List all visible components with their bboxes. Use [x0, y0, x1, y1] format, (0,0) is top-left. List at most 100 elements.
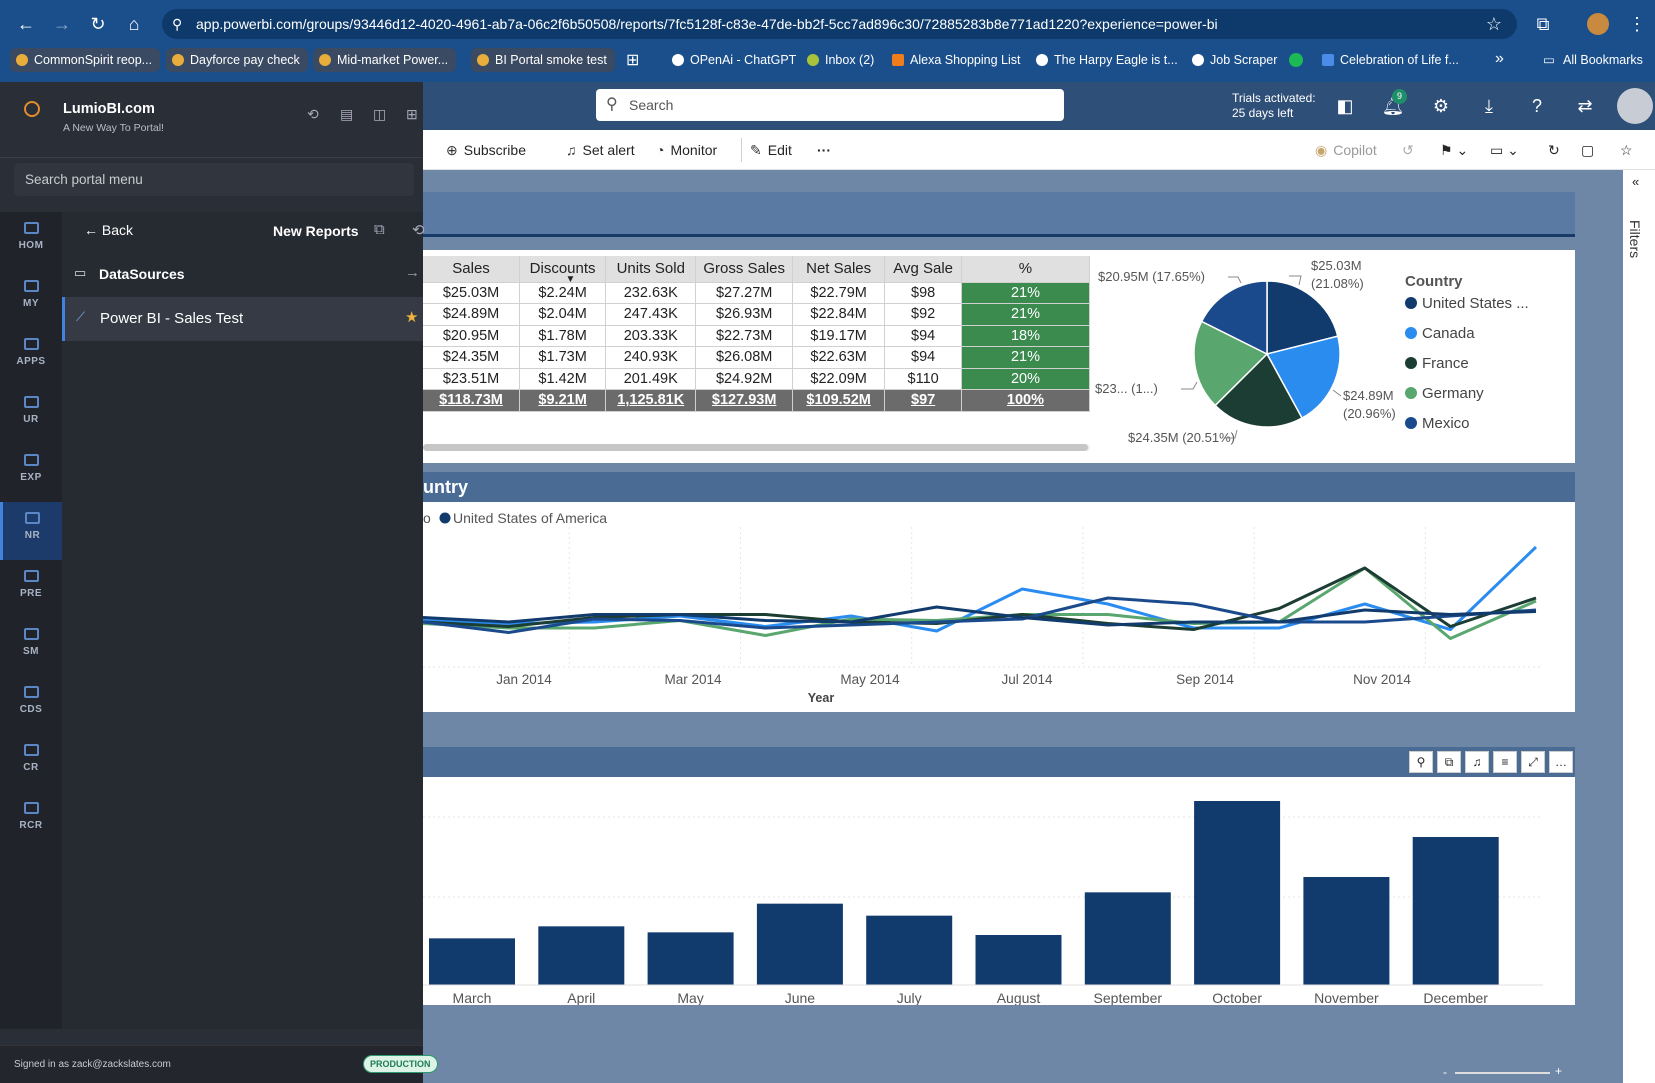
- rail-item-hom[interactable]: HOM: [0, 212, 62, 270]
- reload-icon[interactable]: ↻: [90, 14, 106, 34]
- portal-search-input[interactable]: Search portal menu: [14, 163, 414, 196]
- col-header[interactable]: Discounts ▼: [519, 256, 607, 285]
- reset-icon[interactable]: ↺: [1402, 142, 1414, 158]
- bar[interactable]: [538, 926, 625, 985]
- edit-button[interactable]: ✎ Edit: [750, 130, 792, 170]
- rail-item-rcr[interactable]: RCR: [0, 792, 62, 850]
- pie-legend-item[interactable]: Germany: [1422, 385, 1484, 402]
- pie-legend-item[interactable]: Canada: [1422, 325, 1475, 342]
- bar[interactable]: [1412, 837, 1499, 985]
- rail-item-pre[interactable]: PRE: [0, 560, 62, 618]
- rail-item-exp[interactable]: EXP: [0, 444, 62, 502]
- sync-icon[interactable]: ⟲: [307, 106, 319, 122]
- line-series[interactable]: [422, 596, 1537, 634]
- pie-slice[interactable]: [1214, 352, 1304, 428]
- filters-pane[interactable]: « Filters: [1623, 170, 1655, 1083]
- pie-slice[interactable]: [1193, 320, 1269, 407]
- col-header[interactable]: Units Sold: [605, 256, 697, 283]
- copy-icon[interactable]: ⧉: [1437, 751, 1461, 773]
- favorite-star-icon[interactable]: ☆: [1620, 142, 1633, 158]
- extensions-icon[interactable]: ⧉: [1536, 14, 1550, 34]
- download-icon[interactable]: ⤓: [1485, 96, 1493, 116]
- col-header[interactable]: Gross Sales: [695, 256, 793, 283]
- view-icon[interactable]: ▭ ⌄: [1490, 142, 1519, 158]
- bar[interactable]: [429, 938, 515, 985]
- line-series[interactable]: [422, 566, 1537, 640]
- bar[interactable]: [866, 915, 953, 985]
- more-options-button[interactable]: ···: [817, 142, 831, 158]
- all-bookmarks[interactable]: ▭ All Bookmarks: [1543, 48, 1643, 72]
- bookmark-item[interactable]: Job Scraper: [1190, 48, 1277, 72]
- bookmark-item[interactable]: Celebration of Life f...: [1320, 48, 1459, 72]
- col-header[interactable]: Net Sales: [792, 256, 886, 283]
- col-header[interactable]: Sales: [423, 256, 521, 283]
- table-row[interactable]: $24.35M $1.73M 240.93K $26.08M $22.63M $94 21%: [423, 346, 1091, 369]
- line-legend-item[interactable]: o: [423, 510, 431, 526]
- table-row[interactable]: $23.51M $1.42M 201.49K $24.92M $22.09M $110 20…: [423, 368, 1091, 390]
- rail-item-my[interactable]: MY: [0, 270, 62, 328]
- bookmark-icon[interactable]: ⚑ ⌄: [1440, 142, 1469, 158]
- more-options-icon[interactable]: …: [1549, 751, 1573, 773]
- col-header[interactable]: %: [961, 256, 1091, 283]
- pie-slice[interactable]: [1265, 335, 1341, 420]
- rail-item-nr[interactable]: NR: [0, 502, 62, 560]
- bar[interactable]: [1303, 877, 1390, 985]
- archive-icon[interactable]: ▤: [340, 106, 354, 122]
- site-info-icon[interactable]: ⚲: [172, 16, 183, 32]
- share-icon[interactable]: ⇄: [1577, 96, 1593, 116]
- pie-legend-item[interactable]: United States ...: [1422, 295, 1529, 312]
- bar[interactable]: [1194, 801, 1281, 985]
- folder-item-datasources[interactable]: ▭ DataSources →: [62, 253, 423, 297]
- table-row[interactable]: $25.03M $2.24M 232.63K $27.27M $22.79M $98 21%: [423, 282, 1091, 304]
- refresh-icon[interactable]: ↻: [1548, 142, 1560, 158]
- table-row[interactable]: $20.95M $1.78M 203.33K $22.73M $19.17M $94 18%: [423, 325, 1091, 347]
- more-bookmarks-icon[interactable]: »: [1495, 50, 1504, 67]
- line-legend-item[interactable]: United States of America: [453, 510, 607, 526]
- collapse-icon[interactable]: «: [1632, 174, 1640, 189]
- grid-icon[interactable]: ⊞: [406, 106, 418, 122]
- apps-grid-icon[interactable]: ⊞: [626, 52, 640, 69]
- report-item-sales-test[interactable]: ⟋ Power BI - Sales Test ★: [62, 297, 423, 341]
- table-row[interactable]: $24.89M $2.04M 247.43K $26.93M $22.84M $92 21%: [423, 303, 1091, 326]
- favorite-star-icon[interactable]: ★: [405, 309, 419, 326]
- help-icon[interactable]: ?: [1531, 96, 1542, 116]
- col-header[interactable]: Avg Sale: [884, 256, 962, 283]
- pie-slice[interactable]: [1266, 280, 1339, 355]
- spotify-icon[interactable]: [1289, 53, 1303, 67]
- copilot-button[interactable]: ◉ Copilot: [1315, 130, 1377, 170]
- rail-item-ur[interactable]: UR: [0, 386, 62, 444]
- gear-icon[interactable]: ⚙: [1432, 96, 1450, 116]
- back-button[interactable]: ← Back: [84, 222, 134, 238]
- pie-legend-item[interactable]: Mexico: [1422, 415, 1470, 432]
- rail-item-apps[interactable]: APPS: [0, 328, 62, 386]
- line-series[interactable]: [422, 545, 1538, 633]
- bookmark-item[interactable]: CommonSpirit reop...: [10, 48, 161, 72]
- layout-icon[interactable]: ◫: [373, 106, 387, 122]
- rail-item-cr[interactable]: CR: [0, 734, 62, 792]
- zoom-out-button[interactable]: -: [1443, 1065, 1447, 1079]
- bookmark-item[interactable]: BI Portal smoke test: [471, 48, 615, 72]
- address-bar[interactable]: ⚲ app.powerbi.com/groups/93446d12-4020-4…: [162, 9, 1517, 39]
- monitor-button[interactable]: ◔ Monitor: [656, 130, 717, 170]
- refresh-icon[interactable]: ⟲: [412, 222, 425, 239]
- bookmark-item[interactable]: Alexa Shopping List: [890, 48, 1021, 72]
- subscribe-button[interactable]: ⊕ Subscribe: [446, 130, 526, 170]
- focus-mode-icon[interactable]: ⤢: [1521, 751, 1545, 773]
- global-search-input[interactable]: ⚲ Search: [596, 89, 1064, 121]
- home-icon[interactable]: ⌂: [128, 14, 140, 34]
- bookmark-item[interactable]: Inbox (2): [805, 48, 874, 72]
- bookmark-item[interactable]: OPenAi - ChatGPT: [670, 48, 796, 72]
- bar[interactable]: [647, 932, 734, 985]
- zoom-in-button[interactable]: +: [1555, 1064, 1563, 1078]
- table-scrollbar-thumb[interactable]: [423, 444, 1088, 451]
- comment-icon[interactable]: ▢: [1581, 142, 1595, 158]
- profile-avatar[interactable]: [1587, 13, 1609, 35]
- bookmark-item[interactable]: Mid-market Power...: [313, 48, 457, 72]
- pie-slice[interactable]: [1200, 280, 1268, 356]
- rail-item-cds[interactable]: CDS: [0, 676, 62, 734]
- bar[interactable]: [1084, 892, 1171, 985]
- bookmark-item[interactable]: The Harpy Eagle is t...: [1034, 48, 1178, 72]
- set-alert-button[interactable]: ♫ Set alert: [566, 130, 635, 170]
- pin-icon[interactable]: ⚲: [1409, 751, 1433, 773]
- bar[interactable]: [975, 935, 1062, 985]
